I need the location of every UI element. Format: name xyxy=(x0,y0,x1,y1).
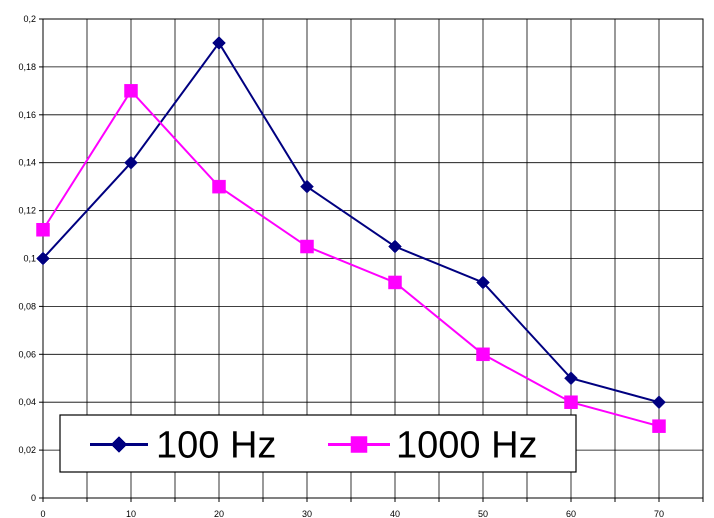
data-point-series-2 xyxy=(652,419,666,433)
x-tick-label: 70 xyxy=(654,509,664,518)
x-tick-label: 50 xyxy=(478,509,488,518)
legend-marker-1 xyxy=(110,436,128,453)
data-point-series-2 xyxy=(36,223,50,237)
data-point-series-2 xyxy=(388,275,402,290)
series-line-1 xyxy=(42,41,660,404)
legend-label-2: 1000 Hz xyxy=(396,425,538,467)
y-tick-label: 0,08 xyxy=(18,301,36,311)
data-point-series-1 xyxy=(212,36,226,50)
y-tick-label: 0,14 xyxy=(18,158,36,168)
y-tick-label: 0,16 xyxy=(18,110,36,120)
series-line-2 xyxy=(42,89,660,428)
data-point-series-1 xyxy=(476,275,490,290)
data-point-series-1 xyxy=(388,239,402,254)
data-point-series-1 xyxy=(300,179,314,194)
y-tick-label: 0 xyxy=(31,493,36,503)
x-tick-label: 60 xyxy=(566,509,576,518)
data-point-series-2 xyxy=(564,395,578,409)
data-point-series-1 xyxy=(124,155,138,170)
data-point-series-2 xyxy=(476,347,490,362)
y-tick-label: 0,02 xyxy=(18,445,36,455)
data-point-series-2 xyxy=(212,179,226,194)
x-tick-label: 0 xyxy=(40,509,45,518)
x-tick-label: 40 xyxy=(390,509,400,518)
y-tick-label: 0,12 xyxy=(18,206,36,216)
y-tick-label: 0,2 xyxy=(23,14,36,24)
data-point-series-1 xyxy=(564,371,578,386)
x-tick-label: 20 xyxy=(214,509,224,518)
x-tick-label: 10 xyxy=(126,509,136,518)
y-tick-label: 0,18 xyxy=(18,62,36,72)
y-tick-label: 0,1 xyxy=(23,254,36,264)
legend-label-1: 100 Hz xyxy=(156,425,276,467)
data-point-series-1 xyxy=(652,395,666,410)
x-tick-label: 30 xyxy=(302,509,312,518)
y-tick-label: 0,04 xyxy=(18,397,36,407)
y-tick-label: 0,06 xyxy=(18,349,36,359)
legend-marker-2 xyxy=(350,436,368,453)
data-point-series-2 xyxy=(300,239,314,254)
data-point-series-2 xyxy=(124,84,138,98)
data-point-series-1 xyxy=(36,251,50,266)
